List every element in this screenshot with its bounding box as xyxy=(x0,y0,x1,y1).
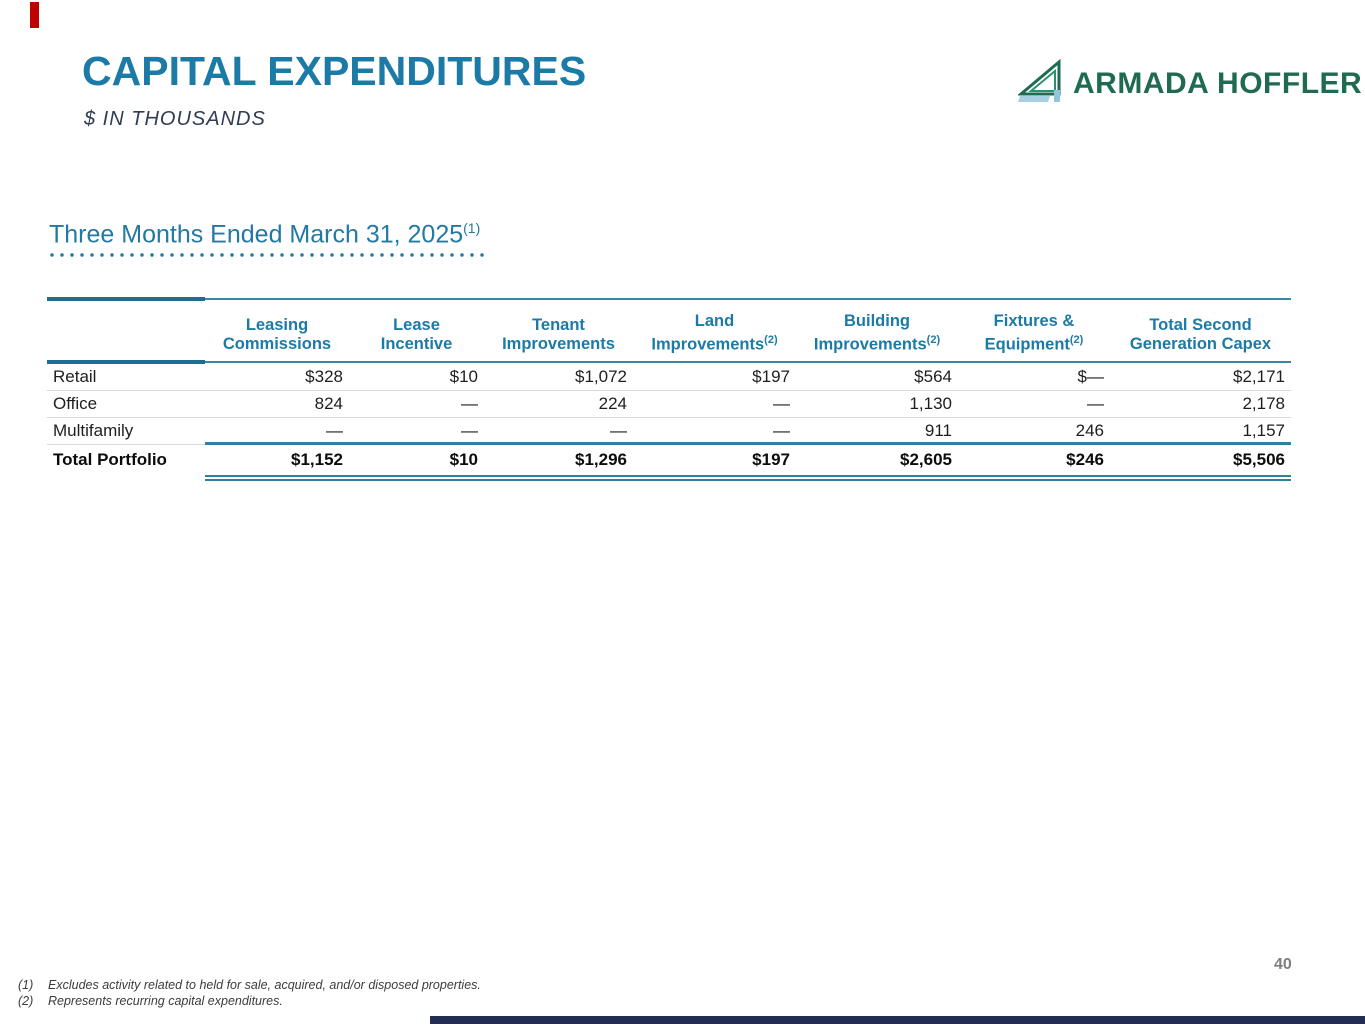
table-cell: 2,178 xyxy=(1242,394,1285,413)
header-line: Total Second xyxy=(1149,316,1252,334)
header-line: Building xyxy=(844,311,910,330)
table-cell: $2,171 xyxy=(1233,367,1285,386)
section-heading: Three Months Ended March 31, 2025(1) xyxy=(49,220,480,249)
column-header-tenant-improvements: Tenant Improvements xyxy=(484,316,633,357)
header-line: Generation Capex xyxy=(1129,335,1272,353)
section-heading-text: Three Months Ended March 31, 2025 xyxy=(49,220,464,249)
column-header-fixtures-equipment: Fixtures & Equipment(2) xyxy=(958,312,1110,358)
page-title: CAPITAL EXPENDITURES xyxy=(82,48,587,94)
header-line: Improvements xyxy=(651,335,765,353)
table-cell: $328 xyxy=(305,367,343,386)
header-line: Improvements xyxy=(813,335,927,353)
table-cell: — xyxy=(610,421,627,440)
table-row-multifamily: Multifamily — — — — 911 246 1,157 xyxy=(47,418,1291,444)
row-label: Retail xyxy=(53,367,97,386)
footnote-ref-2: (2) xyxy=(1069,333,1084,346)
column-header-lease-incentive: Lease Incentive xyxy=(349,316,484,357)
header-line: Lease xyxy=(393,316,440,334)
header-line: Commissions xyxy=(222,335,332,353)
header-line: Improvements xyxy=(502,335,615,353)
table-cell: — xyxy=(461,421,478,440)
footnotes: (1) Excludes activity related to held fo… xyxy=(18,977,481,1009)
table-row-office: Office 824 — 224 — 1,130 — 2,178 xyxy=(47,391,1291,417)
page-number: 40 xyxy=(1274,956,1292,973)
table-cell: 824 xyxy=(314,394,343,413)
table-row-total-portfolio: Total Portfolio $1,152 $10 $1,296 $197 $… xyxy=(47,446,1291,473)
table-header-rule xyxy=(47,361,1291,363)
table-cell: — xyxy=(773,421,790,440)
column-header-blank xyxy=(47,354,205,357)
footnote-text: Represents recurring capital expenditure… xyxy=(48,994,283,1008)
footnote-text: Excludes activity related to held for sa… xyxy=(48,978,481,992)
dotted-underline xyxy=(47,252,485,258)
row-separator xyxy=(47,444,205,445)
capex-table: Leasing Commissions Lease Incentive Tenant… xyxy=(47,297,1291,487)
column-header-total-second-generation-capex: Total Second Generation Capex xyxy=(1110,316,1291,357)
units-subtitle: $ IN THOUSANDS xyxy=(84,108,266,130)
footnote-ref-1: (1) xyxy=(463,220,481,236)
column-header-land-improvements: Land Improvements(2) xyxy=(633,312,796,358)
armada-hoffler-logo-icon xyxy=(1016,58,1065,109)
total-row-bottom-rule xyxy=(205,475,1291,477)
footnote-2: (2) Represents recurring capital expendi… xyxy=(18,993,481,1009)
red-accent-bar xyxy=(30,2,39,28)
header-line: Incentive xyxy=(380,335,453,353)
table-cell: $197 xyxy=(752,449,790,469)
row-label: Total Portfolio xyxy=(53,449,167,469)
bottom-navy-bar xyxy=(430,1016,1365,1024)
header-line: Fixtures & xyxy=(993,311,1075,330)
header-line: Land xyxy=(694,311,735,330)
footnote-marker: (2) xyxy=(18,994,34,1008)
column-header-building-improvements: Building Improvements(2) xyxy=(796,312,958,358)
header-line: Tenant xyxy=(532,316,585,334)
table-cell: $— xyxy=(1077,367,1104,386)
table-cell: 224 xyxy=(598,394,627,413)
table-cell: $2,605 xyxy=(900,449,952,469)
table-cell: — xyxy=(461,394,478,413)
table-cell: $10 xyxy=(449,367,478,386)
table-cell: $246 xyxy=(1066,449,1104,469)
armada-hoffler-logo: ARMADA HOFFLER xyxy=(1016,58,1363,109)
column-header-leasing-commissions: Leasing Commissions xyxy=(205,316,349,357)
footnote-marker: (1) xyxy=(18,978,34,992)
table-cell: — xyxy=(773,394,790,413)
table-cell: 1,130 xyxy=(909,394,952,413)
footnote-ref-2: (2) xyxy=(764,333,778,346)
table-cell: $197 xyxy=(752,367,790,386)
table-cell: 911 xyxy=(924,421,952,440)
table-row-retail: Retail $328 $10 $1,072 $197 $564 $— $2,1… xyxy=(47,364,1291,390)
table-header-row: Leasing Commissions Lease Incentive Tenant… xyxy=(47,305,1291,357)
table-header-rule-thick xyxy=(47,360,205,364)
table-cell: — xyxy=(326,421,343,440)
footnote-1: (1) Excludes activity related to held fo… xyxy=(18,977,481,993)
footnote-ref-2: (2) xyxy=(926,333,941,346)
table-cell: 246 xyxy=(1075,421,1104,440)
table-top-rule-thick xyxy=(47,297,205,301)
table-cell: 1,157 xyxy=(1242,421,1285,440)
total-row-top-rule xyxy=(205,442,1291,445)
header-line: Equipment xyxy=(984,335,1070,353)
row-label: Multifamily xyxy=(53,421,134,440)
armada-hoffler-logo-text: ARMADA HOFFLER xyxy=(1073,66,1363,100)
table-cell: $1,072 xyxy=(575,367,627,386)
row-separator xyxy=(47,417,1291,418)
table-cell: $564 xyxy=(914,367,952,386)
row-label: Office xyxy=(53,394,98,413)
table-cell: $1,296 xyxy=(575,449,627,469)
table-cell: $5,506 xyxy=(1233,449,1285,469)
total-row-bottom-rule xyxy=(205,479,1291,481)
table-top-rule xyxy=(47,298,1291,300)
header-line: Leasing xyxy=(245,316,309,334)
table-cell: $10 xyxy=(449,449,478,469)
table-cell: — xyxy=(1087,394,1104,413)
table-cell: $1,152 xyxy=(291,449,343,469)
row-separator xyxy=(47,390,1291,391)
